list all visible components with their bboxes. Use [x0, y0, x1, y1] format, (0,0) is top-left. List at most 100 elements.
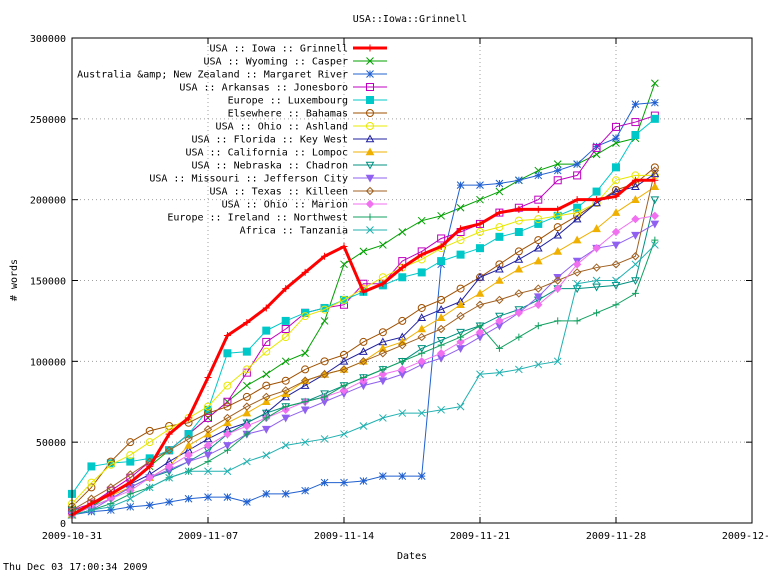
- data-point: [204, 374, 212, 381]
- data-point: [242, 365, 251, 374]
- x-tick-label: 2009-11-07: [178, 531, 238, 542]
- data-point: [651, 79, 659, 88]
- data-point: [475, 272, 485, 281]
- data-point: [223, 331, 231, 339]
- data-point: [339, 365, 349, 374]
- data-point: [204, 409, 212, 418]
- legend-marker: [366, 213, 374, 221]
- data-point: [379, 365, 387, 373]
- data-point: [417, 303, 426, 312]
- data-point: [475, 300, 485, 309]
- data-point: [281, 316, 290, 325]
- data-point: [398, 273, 407, 282]
- legend-label: USA :: Nebraska :: Chadron: [191, 161, 348, 172]
- data-point: [495, 260, 504, 269]
- data-point: [553, 166, 562, 175]
- data-point: [184, 450, 193, 460]
- legend-marker: [365, 199, 375, 209]
- data-point: [456, 311, 465, 321]
- data-point: [243, 381, 251, 390]
- data-point: [611, 282, 621, 290]
- legend-marker: [366, 122, 374, 130]
- data-point: [553, 357, 562, 366]
- data-point: [262, 304, 270, 312]
- data-point: [456, 300, 465, 309]
- data-point: [514, 247, 523, 256]
- data-point: [436, 349, 446, 358]
- y-tick-label: 150000: [30, 277, 66, 288]
- data-point: [398, 365, 407, 374]
- data-point: [223, 381, 232, 390]
- legend-label: USA :: Texas :: Killeen: [210, 187, 348, 198]
- data-point: [281, 490, 290, 498]
- data-point: [398, 409, 407, 417]
- data-point: [203, 429, 213, 438]
- data-point: [553, 276, 562, 285]
- data-point: [204, 458, 212, 466]
- data-point: [223, 413, 232, 423]
- data-point: [417, 268, 426, 277]
- data-point: [281, 376, 290, 385]
- data-point: [612, 301, 620, 309]
- data-point: [164, 462, 174, 471]
- data-point: [223, 397, 232, 406]
- data-point: [436, 305, 446, 313]
- data-point: [262, 347, 271, 356]
- data-point: [456, 284, 465, 293]
- data-point: [301, 438, 309, 447]
- data-point: [514, 264, 524, 273]
- data-point: [495, 368, 504, 377]
- data-point: [592, 187, 601, 196]
- data-point: [437, 234, 446, 243]
- data-point: [476, 322, 484, 330]
- data-point: [107, 506, 115, 514]
- data-point: [514, 216, 523, 225]
- data-point: [106, 460, 115, 469]
- legend-marker: [365, 174, 375, 183]
- chart-title: USA::Iowa::Grinnell: [353, 14, 467, 25]
- data-point: [514, 289, 524, 298]
- data-point: [242, 347, 251, 356]
- data-point: [475, 288, 485, 297]
- data-point: [631, 252, 640, 261]
- data-point: [87, 483, 96, 492]
- legend-marker: [366, 96, 374, 104]
- data-point: [534, 171, 543, 180]
- data-point: [242, 402, 252, 411]
- data-point: [515, 365, 523, 374]
- data-point: [262, 414, 270, 422]
- data-point: [534, 300, 543, 309]
- data-point: [593, 309, 601, 317]
- data-point: [126, 457, 135, 466]
- data-point: [281, 325, 290, 333]
- data-point: [592, 142, 601, 151]
- data-point: [320, 390, 329, 399]
- data-point: [457, 333, 465, 341]
- data-point: [631, 118, 640, 127]
- data-point: [359, 337, 368, 346]
- data-point: [87, 478, 96, 487]
- y-tick-label: 0: [60, 519, 66, 530]
- data-point: [572, 268, 582, 277]
- data-point: [476, 228, 484, 236]
- legend-marker: [366, 57, 374, 65]
- data-point: [573, 279, 581, 288]
- data-point: [553, 176, 562, 185]
- x-tick-label: 2009-11-21: [450, 531, 510, 542]
- data-point: [301, 268, 309, 276]
- data-point: [340, 243, 348, 251]
- legend-marker: [365, 161, 375, 170]
- data-point: [184, 430, 193, 439]
- data-point: [611, 241, 621, 250]
- data-point: [320, 317, 329, 325]
- data-point: [282, 403, 290, 411]
- data-point: [437, 295, 446, 304]
- series-line: [71, 170, 656, 511]
- data-point: [456, 402, 465, 411]
- data-point: [379, 241, 387, 249]
- data-point: [553, 284, 562, 293]
- data-point: [534, 205, 542, 213]
- y-axis-label: # words: [9, 259, 20, 301]
- data-point: [398, 264, 406, 272]
- data-point: [262, 381, 271, 390]
